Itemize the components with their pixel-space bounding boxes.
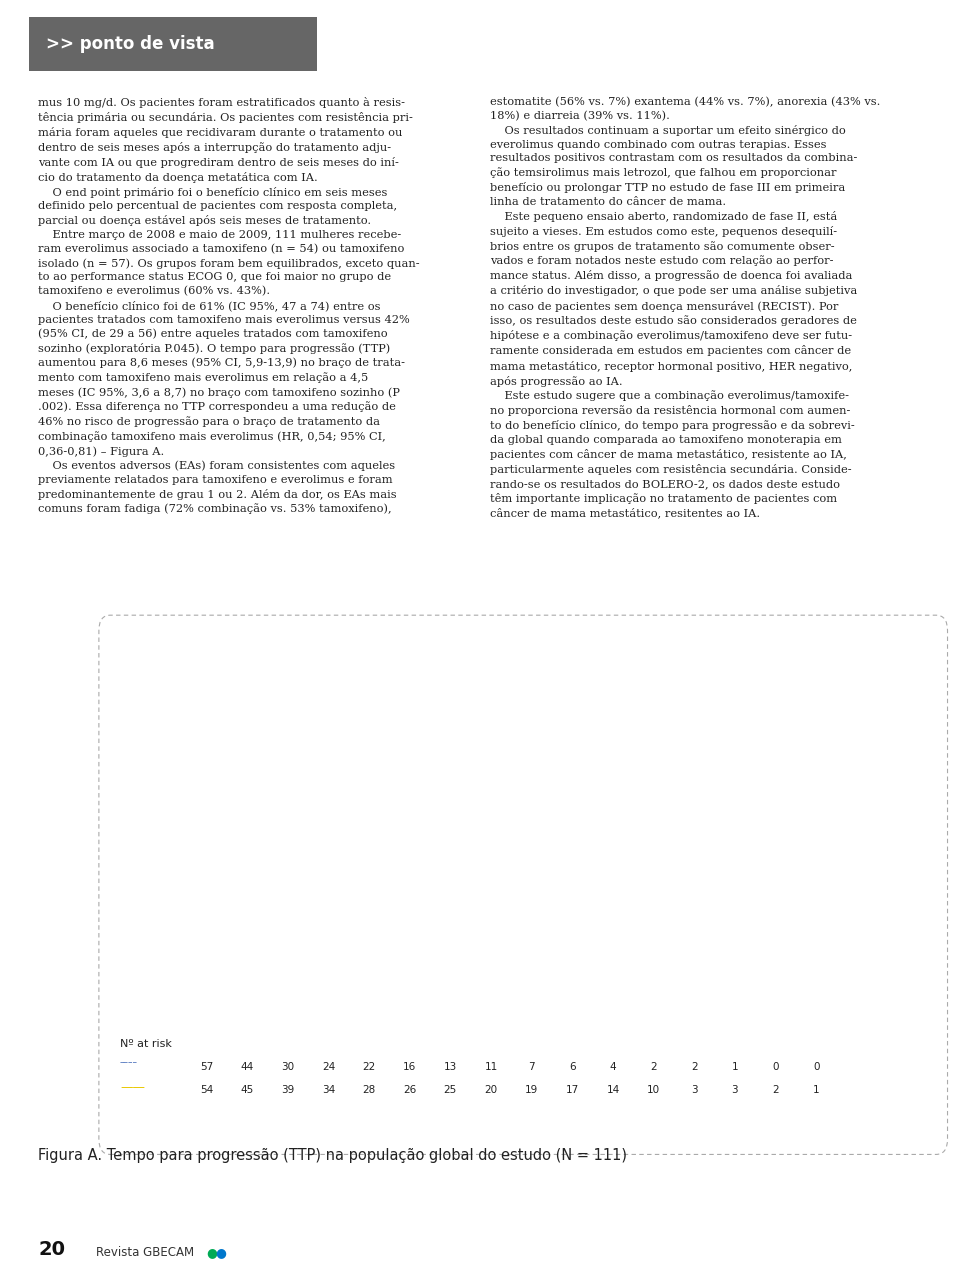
Text: 39: 39 bbox=[281, 1085, 295, 1095]
Text: 7: 7 bbox=[528, 1062, 535, 1072]
Text: 28: 28 bbox=[363, 1085, 375, 1095]
Text: ●: ● bbox=[215, 1246, 226, 1259]
Text: 34: 34 bbox=[322, 1085, 335, 1095]
Text: 1: 1 bbox=[813, 1085, 820, 1095]
Text: 14: 14 bbox=[607, 1085, 619, 1095]
Text: 25: 25 bbox=[444, 1085, 457, 1095]
Text: ——: —— bbox=[120, 1081, 145, 1094]
X-axis label: Time (months): Time (months) bbox=[494, 1035, 610, 1049]
Text: ●: ● bbox=[206, 1246, 217, 1259]
Text: 16: 16 bbox=[403, 1062, 417, 1072]
Text: 6: 6 bbox=[569, 1062, 576, 1072]
Text: 54: 54 bbox=[200, 1085, 213, 1095]
Text: 20: 20 bbox=[38, 1239, 65, 1259]
Text: 0: 0 bbox=[773, 1062, 779, 1072]
Legend: Tamoxifen alone, Tamoxifen everolimus: Tamoxifen alone, Tamoxifen everolimus bbox=[718, 797, 885, 830]
Text: 1: 1 bbox=[732, 1062, 738, 1072]
Text: mus 10 mg/d. Os pacientes foram estratificados quanto à resis-
tência primária o: mus 10 mg/d. Os pacientes foram estratif… bbox=[38, 97, 420, 515]
Text: 2: 2 bbox=[772, 1085, 779, 1095]
Text: Figura A. Tempo para progressão (TTP) na população global do estudo (N = 111): Figura A. Tempo para progressão (TTP) na… bbox=[38, 1148, 628, 1163]
Text: >> ponto de vista: >> ponto de vista bbox=[46, 35, 215, 53]
Text: 11: 11 bbox=[485, 1062, 497, 1072]
Text: 57: 57 bbox=[200, 1062, 213, 1072]
Text: 45: 45 bbox=[240, 1085, 253, 1095]
Text: 44: 44 bbox=[240, 1062, 253, 1072]
Text: ––––: –––– bbox=[120, 1058, 138, 1067]
Text: 2: 2 bbox=[691, 1062, 698, 1072]
Text: 22: 22 bbox=[363, 1062, 375, 1072]
Text: 17: 17 bbox=[565, 1085, 579, 1095]
Text: 0: 0 bbox=[813, 1062, 820, 1072]
Text: 13: 13 bbox=[444, 1062, 457, 1072]
Text: 2: 2 bbox=[650, 1062, 657, 1072]
Text: Nº at risk: Nº at risk bbox=[120, 1039, 172, 1049]
Text: 20: 20 bbox=[485, 1085, 497, 1095]
Text: estomatite (56% vs. 7%) exantema (44% vs. 7%), anorexia (43% vs.
18%) e diarreia: estomatite (56% vs. 7%) exantema (44% vs… bbox=[490, 97, 880, 519]
Text: Tamoxifen-everolimus: 8.6 months (95% CI: 5.9 to 13.9)
Tamoxifen alone: 4.5 mont: Tamoxifen-everolimus: 8.6 months (95% CI… bbox=[455, 678, 767, 731]
Text: Revista GBECAM: Revista GBECAM bbox=[96, 1246, 194, 1259]
Text: 3: 3 bbox=[732, 1085, 738, 1095]
Text: A: A bbox=[113, 678, 129, 698]
Y-axis label: TTP Probability: TTP Probability bbox=[161, 799, 174, 893]
Text: 24: 24 bbox=[322, 1062, 335, 1072]
Text: 4: 4 bbox=[610, 1062, 616, 1072]
Text: 10: 10 bbox=[647, 1085, 660, 1095]
FancyBboxPatch shape bbox=[6, 13, 340, 75]
Text: 26: 26 bbox=[403, 1085, 417, 1095]
Text: 3: 3 bbox=[691, 1085, 698, 1095]
Text: 19: 19 bbox=[525, 1085, 539, 1095]
Text: 30: 30 bbox=[281, 1062, 295, 1072]
